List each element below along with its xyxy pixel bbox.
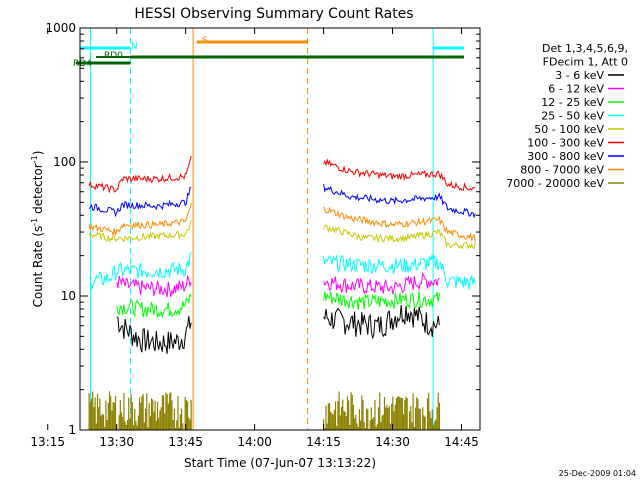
y-ticks: 1 10 100 1000 (45, 21, 480, 437)
x-tick-label: 14:30 (375, 435, 410, 449)
plot-layers: N RD0 RD4 S (73, 28, 481, 430)
flag-label-rd4: RD4 (73, 59, 92, 69)
legend-entry-label: 800 - 7000 keV (520, 164, 604, 177)
legend-entry-label: 7000 - 20000 keV (506, 177, 604, 190)
legend-header: FDecim 1, Att 0 (543, 56, 628, 69)
x-tick-label: 13:15 (30, 435, 65, 449)
y-tick-label: 10 (61, 289, 76, 303)
legend-entry-label: 300 - 800 keV (527, 150, 604, 163)
legend-entry-label: 50 - 100 keV (534, 123, 604, 136)
legend-header: Det 1,3,4,5,6,9, (542, 42, 628, 55)
series-line (323, 271, 440, 295)
flag-label-rd0: RD0 (104, 51, 123, 61)
series-line (116, 292, 192, 319)
flag-label-s: S (202, 36, 208, 46)
plot-frame (79, 27, 481, 431)
x-tick-label: 13:45 (168, 435, 203, 449)
series-line (323, 157, 476, 191)
series-line (323, 305, 440, 339)
legend-entry-label: 6 - 12 keV (548, 83, 604, 96)
series-line (88, 202, 192, 237)
series-line (88, 252, 192, 291)
y-tick-label: 100 (53, 155, 76, 169)
x-tick-label: 14:00 (237, 435, 272, 449)
legend-entry-label: 3 - 6 keV (555, 69, 604, 82)
series-line (323, 253, 476, 290)
y-tick-label: 1 (68, 423, 76, 437)
series-line (323, 224, 476, 251)
legend-entry-label: 12 - 25 keV (541, 96, 604, 109)
x-axis-label: Start Time (07-Jun-07 13:13:22) (184, 456, 376, 470)
footer-date: 25-Dec-2009 01:04 (559, 469, 636, 478)
y-axis-label-mid: detector (31, 163, 45, 218)
x-tick-label: 14:15 (306, 435, 341, 449)
series-4 (88, 219, 476, 251)
x-ticks: 13:15 13:30 13:45 14:00 14:15 14:30 14:45 (30, 28, 479, 449)
series-line (88, 155, 192, 194)
series-3 (88, 252, 476, 291)
series-2 (116, 291, 440, 319)
series-line (88, 219, 192, 244)
legend-entry-label: 100 - 300 keV (527, 137, 604, 150)
y-axis-label-sup2: -1 (30, 155, 39, 163)
y-axis-label-sup1: -1 (30, 218, 39, 226)
chart-title: HESSI Observing Summary Count Rates (134, 6, 413, 22)
legend: Det 1,3,4,5,6,9,FDecim 1, Att 03 - 6 keV… (506, 42, 628, 190)
y-axis-label-main: Count Rate (s (31, 226, 45, 308)
series-6 (88, 184, 476, 219)
flag-label-n: N (131, 42, 138, 52)
series-7 (88, 202, 476, 242)
series-line (323, 206, 476, 242)
series-5 (88, 155, 476, 194)
series-line (116, 316, 192, 354)
legend-entry-label: 25 - 50 keV (541, 110, 604, 123)
series-1 (116, 271, 440, 298)
series-line (88, 186, 192, 218)
x-tick-label: 14:45 (444, 435, 479, 449)
series-8 (88, 391, 441, 430)
series-line (116, 274, 192, 298)
series-line (323, 291, 440, 310)
y-axis-label: Count Rate (s-1 detector-1) (30, 151, 45, 308)
series-line (323, 184, 476, 219)
y-axis-label-end: ) (31, 151, 45, 156)
x-tick-label: 13:30 (99, 435, 134, 449)
series-0 (116, 305, 440, 354)
y-tick-label: 1000 (45, 21, 76, 35)
